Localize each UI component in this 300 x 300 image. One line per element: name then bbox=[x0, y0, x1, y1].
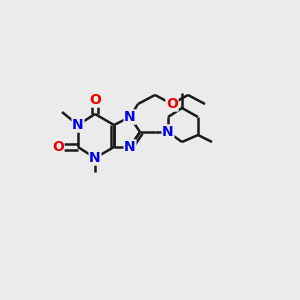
Text: O: O bbox=[52, 140, 64, 154]
Text: O: O bbox=[89, 93, 101, 107]
Text: O: O bbox=[166, 97, 178, 111]
Text: N: N bbox=[72, 118, 84, 132]
Text: N: N bbox=[124, 140, 136, 154]
Text: N: N bbox=[124, 110, 136, 124]
Text: N: N bbox=[162, 125, 174, 139]
Text: N: N bbox=[89, 151, 101, 165]
